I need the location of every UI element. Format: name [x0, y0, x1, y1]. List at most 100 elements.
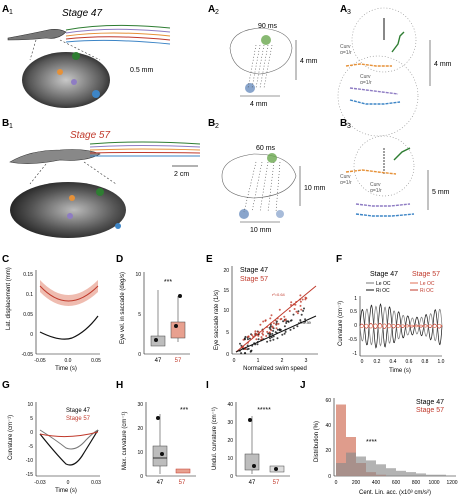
- scatter-point: [293, 308, 296, 310]
- scatter-point: [244, 335, 247, 338]
- y-tick: -1: [353, 351, 358, 357]
- panel-j: J Distribution (%) 60 40 20 0 0 200 400 …: [300, 380, 458, 496]
- significance-marker: *****: [257, 407, 271, 414]
- significance-marker: ****: [366, 439, 377, 446]
- legend-stage47: Stage 47: [66, 408, 91, 414]
- time-label: 60 ms: [256, 145, 276, 152]
- time-label: 90 ms: [258, 23, 278, 30]
- y-tick: 10: [27, 402, 33, 408]
- significance-marker: ***: [164, 279, 172, 286]
- scatter-point: [300, 308, 303, 311]
- y-tick: 5: [138, 312, 141, 318]
- scatter-point: [270, 336, 273, 339]
- curvature-circle: [351, 7, 417, 73]
- trajectory: [255, 44, 265, 89]
- scale-label: 2 cm: [174, 171, 189, 178]
- panel-label: E: [206, 254, 213, 265]
- curvature-label: α=1/r: [340, 180, 352, 186]
- scatter-point: [259, 323, 262, 326]
- scatter-point: [272, 322, 275, 325]
- bar-stage47: [366, 460, 376, 476]
- x-tick: 3: [305, 358, 308, 364]
- scale-label: 4 mm: [300, 58, 318, 65]
- scatter-point: [299, 300, 302, 303]
- y-tick: 60: [325, 398, 331, 404]
- scatter-point: [301, 298, 304, 301]
- scale-label: 4 mm: [250, 101, 268, 108]
- scatter-point: [304, 298, 307, 301]
- panel-f: F Stage 47 Stage 57 Le OC Ri OC Le OC Ri…: [336, 254, 445, 374]
- scatter-point: [285, 320, 288, 323]
- bar-stage47: [436, 474, 446, 476]
- y-tick: 0.05: [23, 312, 33, 318]
- data-point: [160, 452, 164, 456]
- zoom-line: [29, 39, 37, 61]
- scatter-point: [269, 317, 272, 320]
- head-outline: [229, 27, 293, 75]
- panel-label: A: [340, 4, 347, 15]
- y-tick: -5: [29, 444, 34, 450]
- x-tick: 0: [67, 480, 70, 486]
- marker-cluster: [245, 83, 255, 93]
- scatter-point: [290, 301, 293, 304]
- y-tick: 20: [137, 426, 143, 432]
- scatter-point: [240, 352, 243, 355]
- y-tick: 10: [227, 456, 233, 462]
- scatter-point: [296, 312, 299, 315]
- x-tick: 47: [157, 480, 164, 486]
- panel-c: C Lat. displacement (mm) 0.15 0.1 0.05 0…: [2, 254, 101, 372]
- panel-sublabel: 2: [215, 123, 219, 130]
- curvature-circle: [353, 135, 415, 197]
- scatter-point: [269, 325, 272, 328]
- panel-e: E Eye saccade rate (1/s) 20 15 10 5 0 0 …: [206, 254, 318, 372]
- x-tick: -0.05: [34, 358, 46, 364]
- scatter-point: [257, 334, 260, 337]
- scatter-point: [244, 352, 247, 355]
- box-stage47: [150, 335, 166, 347]
- trajectory: [251, 44, 261, 89]
- scatter-point: [287, 320, 290, 323]
- x-tick: 57: [175, 358, 182, 364]
- marker-cluster: [267, 153, 277, 163]
- box-stage47: [244, 453, 260, 471]
- x-tick: 0: [335, 480, 338, 486]
- scatter-point: [275, 327, 278, 330]
- scatter-point: [249, 350, 252, 353]
- panel-a1: A 1 Stage 47 0.5 mm: [2, 4, 171, 108]
- midline-segment: [345, 63, 392, 67]
- x-tick: 0.2: [374, 359, 381, 365]
- panel-label: A: [208, 4, 215, 15]
- midline-segment: [349, 99, 401, 105]
- y-tick: 30: [227, 420, 233, 426]
- midline-trace: [65, 36, 171, 41]
- scatter-point: [304, 296, 307, 299]
- marker-dot: [69, 195, 75, 201]
- scatter-point: [272, 329, 275, 332]
- scatter-point: [299, 304, 302, 307]
- box-stage57: [175, 468, 191, 474]
- scatter-point: [299, 294, 302, 297]
- x-tick: 0.6: [406, 359, 413, 365]
- y-axis-label: Curvature (cm⁻¹): [8, 415, 14, 460]
- scatter-point: [277, 322, 280, 325]
- x-tick: 200: [352, 480, 361, 486]
- midline-segment: [391, 31, 405, 53]
- series-line-stage47: [39, 429, 99, 466]
- scatter-point: [294, 303, 297, 306]
- curvature-label: α=1/r: [360, 80, 372, 86]
- y-tick: 0: [140, 474, 143, 480]
- scatter-point: [292, 327, 295, 330]
- scatter-point: [265, 335, 268, 337]
- x-tick: -0.03: [34, 480, 46, 486]
- scatter-point: [276, 337, 279, 340]
- bar-stage47: [336, 463, 346, 476]
- x-tick: 1000: [428, 480, 439, 486]
- scatter-point: [266, 340, 269, 343]
- scatter-point: [269, 333, 272, 336]
- series-line-stage47-alt: [39, 429, 99, 450]
- midline-trace: [89, 152, 201, 154]
- y-tick: 0: [328, 474, 331, 480]
- header-stage57: Stage 57: [412, 271, 440, 278]
